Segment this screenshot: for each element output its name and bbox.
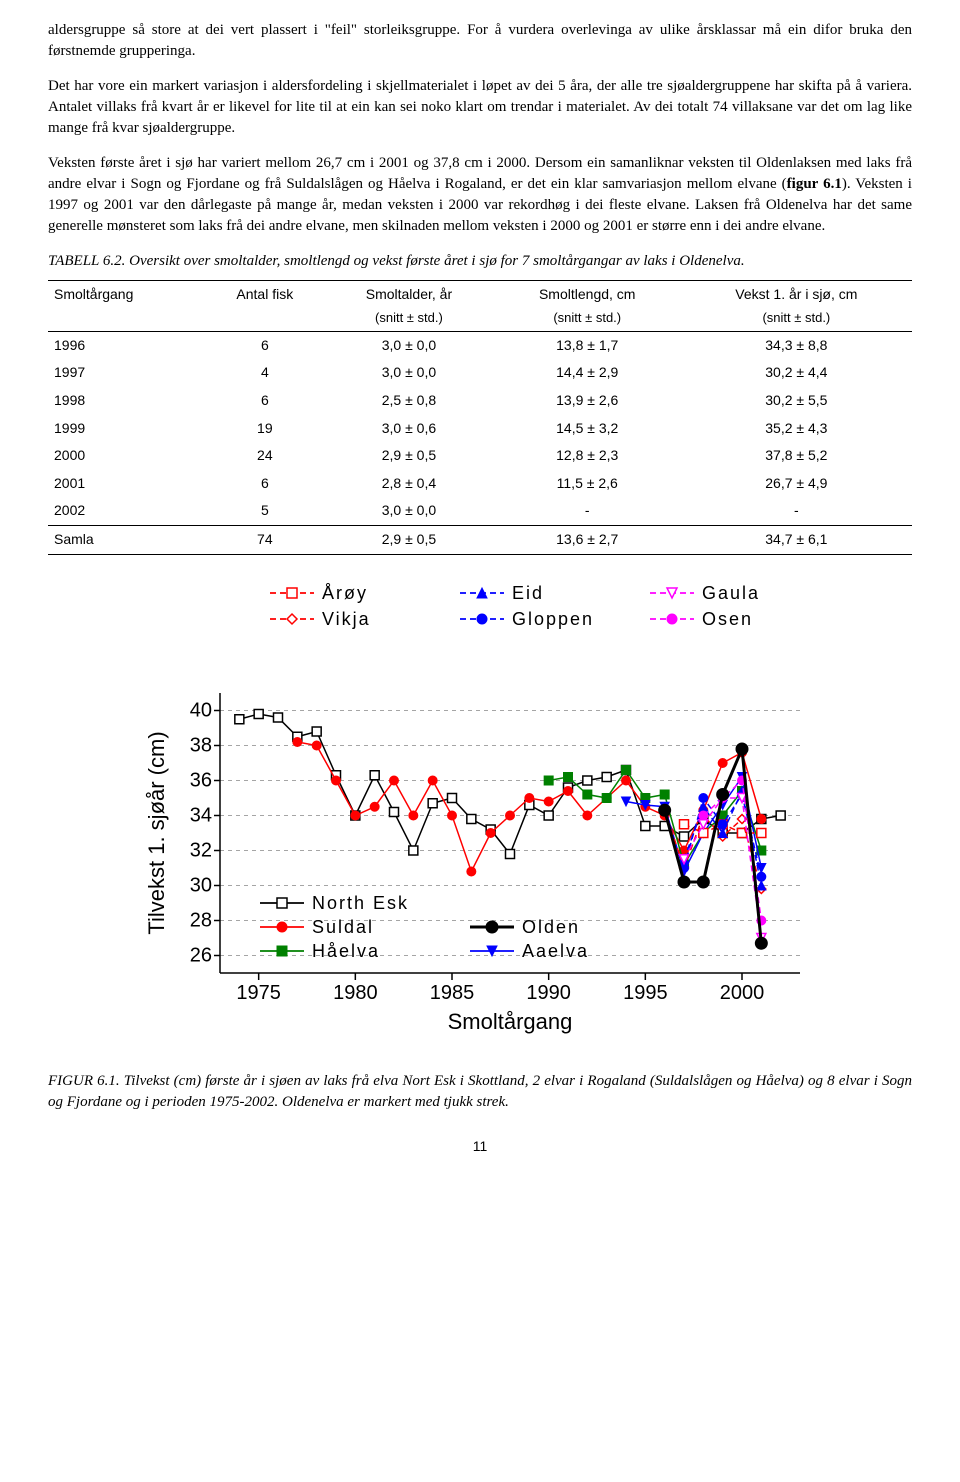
svg-text:1995: 1995 <box>623 982 668 1004</box>
table-cell: 3,0 ± 0,0 <box>324 359 494 387</box>
growth-chart: 26 28 30 32 34 36 38 40 1975 1980 1985 1990 1995 2000… <box>130 573 830 1053</box>
table-cell: 34,3 ± 8,8 <box>681 331 912 359</box>
table-caption: TABELL 6.2. Oversikt over smoltalder, sm… <box>48 251 912 272</box>
table-cell: 6 <box>206 387 325 415</box>
table-row: 1999193,0 ± 0,614,5 ± 3,235,2 ± 4,3 <box>48 415 912 443</box>
table-cell: 11,5 ± 2,6 <box>494 470 681 498</box>
table-cell: 3,0 ± 0,6 <box>324 415 494 443</box>
svg-text:Tilvekst 1. sjøår (cm): Tilvekst 1. sjøår (cm) <box>144 731 169 934</box>
table-cell: 3,0 ± 0,0 <box>324 497 494 525</box>
svg-text:28: 28 <box>190 909 212 931</box>
sub-4: (snitt ± std.) <box>681 309 912 332</box>
table-cell: 5 <box>206 497 325 525</box>
svg-text:Eid: Eid <box>512 583 544 603</box>
table-cell: 1998 <box>48 387 206 415</box>
svg-text:Årøy: Årøy <box>322 583 368 603</box>
page-number: 11 <box>48 1137 912 1157</box>
table-row-samla: Samla742,9 ± 0,513,6 ± 2,734,7 ± 6,1 <box>48 525 912 554</box>
table-cell: 13,6 ± 2,7 <box>494 525 681 554</box>
svg-text:North Esk: North Esk <box>312 893 409 913</box>
table-cell: Samla <box>48 525 206 554</box>
table-cell: 30,2 ± 5,5 <box>681 387 912 415</box>
svg-text:36: 36 <box>190 769 212 791</box>
table-cell: 19 <box>206 415 325 443</box>
svg-text:2000: 2000 <box>720 982 765 1004</box>
svg-text:38: 38 <box>190 734 212 756</box>
svg-text:1990: 1990 <box>526 982 571 1004</box>
table-cell: 24 <box>206 442 325 470</box>
svg-text:Gloppen: Gloppen <box>512 609 594 629</box>
table-cell: 2,5 ± 0,8 <box>324 387 494 415</box>
table-cell: 26,7 ± 4,9 <box>681 470 912 498</box>
svg-text:34: 34 <box>190 804 212 826</box>
table-cell: 35,2 ± 4,3 <box>681 415 912 443</box>
table-cell: 3,0 ± 0,0 <box>324 331 494 359</box>
table-row: 199743,0 ± 0,014,4 ± 2,930,2 ± 4,4 <box>48 359 912 387</box>
svg-text:32: 32 <box>190 839 212 861</box>
para-3a: Veksten første året i sjø har variert me… <box>48 155 912 192</box>
para-2: Det har vore ein markert variasjon i ald… <box>48 76 912 139</box>
sub-3: (snitt ± std.) <box>494 309 681 332</box>
table-row: 200162,8 ± 0,411,5 ± 2,626,7 ± 4,9 <box>48 470 912 498</box>
table-row: 199663,0 ± 0,013,8 ± 1,734,3 ± 8,8 <box>48 331 912 359</box>
chart-container: 26 28 30 32 34 36 38 40 1975 1980 1985 1990 1995 2000… <box>130 573 830 1053</box>
th-2: Smoltalder, år <box>324 281 494 309</box>
table-cell: 6 <box>206 470 325 498</box>
para-1: aldersgruppe så store at dei vert plasse… <box>48 20 912 62</box>
data-table: Smoltårgang Antal fisk Smoltalder, år Sm… <box>48 280 912 555</box>
figure-caption: FIGUR 6.1. Tilvekst (cm) første år i sjø… <box>48 1071 912 1113</box>
th-0: Smoltårgang <box>48 281 206 309</box>
svg-text:30: 30 <box>190 874 212 896</box>
table-cell: 2001 <box>48 470 206 498</box>
table-row: 199862,5 ± 0,813,9 ± 2,630,2 ± 5,5 <box>48 387 912 415</box>
th-4: Vekst 1. år i sjø, cm <box>681 281 912 309</box>
table-cell: 2,9 ± 0,5 <box>324 525 494 554</box>
svg-text:Gaula: Gaula <box>702 583 760 603</box>
fig-ref: figur 6.1 <box>787 176 842 192</box>
table-cell: 1999 <box>48 415 206 443</box>
svg-text:Smoltårgang: Smoltårgang <box>448 1009 573 1034</box>
table-cell: 2,9 ± 0,5 <box>324 442 494 470</box>
svg-text:Håelva: Håelva <box>312 941 380 961</box>
svg-text:Osen: Osen <box>702 609 753 629</box>
th-1: Antal fisk <box>206 281 325 309</box>
table-cell: 13,9 ± 2,6 <box>494 387 681 415</box>
svg-text:Suldal: Suldal <box>312 917 374 937</box>
svg-text:40: 40 <box>190 699 212 721</box>
table-cell: 30,2 ± 4,4 <box>681 359 912 387</box>
sub-0 <box>48 309 206 332</box>
svg-text:1975: 1975 <box>236 982 281 1004</box>
table-cell: 6 <box>206 331 325 359</box>
sub-1 <box>206 309 325 332</box>
table-row: 200253,0 ± 0,0-- <box>48 497 912 525</box>
table-cell: 14,5 ± 3,2 <box>494 415 681 443</box>
table-cell: 74 <box>206 525 325 554</box>
table-cell: - <box>494 497 681 525</box>
table-cell: 34,7 ± 6,1 <box>681 525 912 554</box>
svg-text:Vikja: Vikja <box>322 609 371 629</box>
svg-text:1980: 1980 <box>333 982 378 1004</box>
table-row: 2000242,9 ± 0,512,8 ± 2,337,8 ± 5,2 <box>48 442 912 470</box>
table-cell: 12,8 ± 2,3 <box>494 442 681 470</box>
table-cell: - <box>681 497 912 525</box>
table-cell: 1997 <box>48 359 206 387</box>
th-3: Smoltlengd, cm <box>494 281 681 309</box>
table-cell: 13,8 ± 1,7 <box>494 331 681 359</box>
table-cell: 4 <box>206 359 325 387</box>
table-cell: 37,8 ± 5,2 <box>681 442 912 470</box>
table-cell: 1996 <box>48 331 206 359</box>
table-cell: 2000 <box>48 442 206 470</box>
svg-text:26: 26 <box>190 944 212 966</box>
svg-text:Olden: Olden <box>522 917 580 937</box>
table-cell: 14,4 ± 2,9 <box>494 359 681 387</box>
svg-text:Aaelva: Aaelva <box>522 941 589 961</box>
sub-2: (snitt ± std.) <box>324 309 494 332</box>
para-3: Veksten første året i sjø har variert me… <box>48 153 912 237</box>
svg-text:1985: 1985 <box>430 982 475 1004</box>
table-cell: 2,8 ± 0,4 <box>324 470 494 498</box>
table-cell: 2002 <box>48 497 206 525</box>
